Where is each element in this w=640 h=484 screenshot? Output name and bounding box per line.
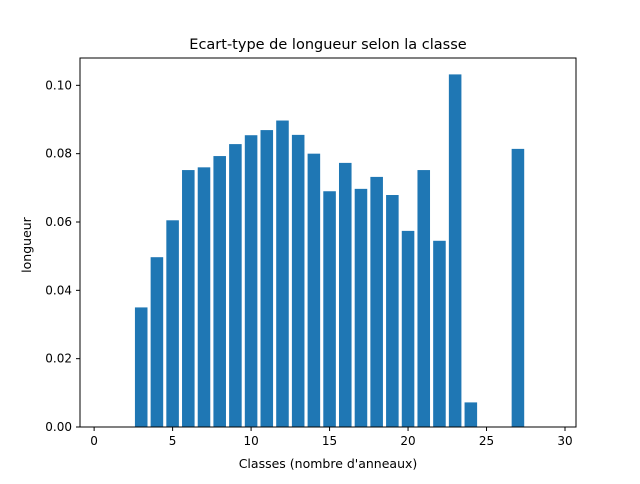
y-tick-label: 0.06 xyxy=(45,215,72,229)
bar-class-21 xyxy=(417,170,431,428)
x-tick-label: 10 xyxy=(243,434,258,448)
bar-class-4 xyxy=(150,257,164,427)
bar-class-10 xyxy=(244,135,258,427)
bar-class-22 xyxy=(433,240,446,427)
y-tick-label: 0.10 xyxy=(45,78,72,92)
y-ticks: 0.00 0.02 0.04 0.06 0.08 0.10 xyxy=(45,78,80,434)
x-tick-label: 15 xyxy=(322,434,337,448)
x-tick-label: 20 xyxy=(400,434,415,448)
bar-class-16 xyxy=(338,162,352,427)
bar-class-27 xyxy=(511,148,525,427)
bar-class-15 xyxy=(323,191,336,427)
bar-class-17 xyxy=(354,188,368,427)
bar-class-8 xyxy=(213,156,226,427)
x-tick-label: 25 xyxy=(479,434,494,448)
chart-title: Ecart-type de longueur selon la classe xyxy=(189,37,466,53)
bar-class-7 xyxy=(197,167,211,428)
bar-class-18 xyxy=(370,176,383,427)
x-tick-label: 0 xyxy=(90,434,98,448)
bar-class-19 xyxy=(386,195,399,427)
y-tick-label: 0.02 xyxy=(45,352,72,366)
bar-class-13 xyxy=(291,134,305,427)
x-tick-label: 30 xyxy=(557,434,572,448)
bar-class-12 xyxy=(276,120,289,428)
y-tick-label: 0.08 xyxy=(45,147,72,161)
bar-class-20 xyxy=(401,230,415,427)
y-tick-label: 0.00 xyxy=(45,420,72,434)
y-axis-label: longueur xyxy=(19,216,34,273)
bar-class-9 xyxy=(229,144,242,427)
plot-frame xyxy=(79,57,577,428)
x-ticks: 0 5 10 15 20 25 30 xyxy=(90,427,573,448)
bar-class-14 xyxy=(307,153,321,427)
bar-class-23 xyxy=(448,74,462,428)
x-axis-label: Classes (nombre d'anneaux) xyxy=(239,456,418,471)
bar-class-11 xyxy=(260,130,274,427)
bar-class-24 xyxy=(464,402,478,427)
bars-group xyxy=(134,74,525,428)
x-tick-label: 5 xyxy=(169,434,177,448)
bar-class-5 xyxy=(166,220,179,427)
bar-class-6 xyxy=(182,170,195,428)
bar-class-3 xyxy=(134,307,148,427)
y-tick-label: 0.04 xyxy=(45,283,72,297)
